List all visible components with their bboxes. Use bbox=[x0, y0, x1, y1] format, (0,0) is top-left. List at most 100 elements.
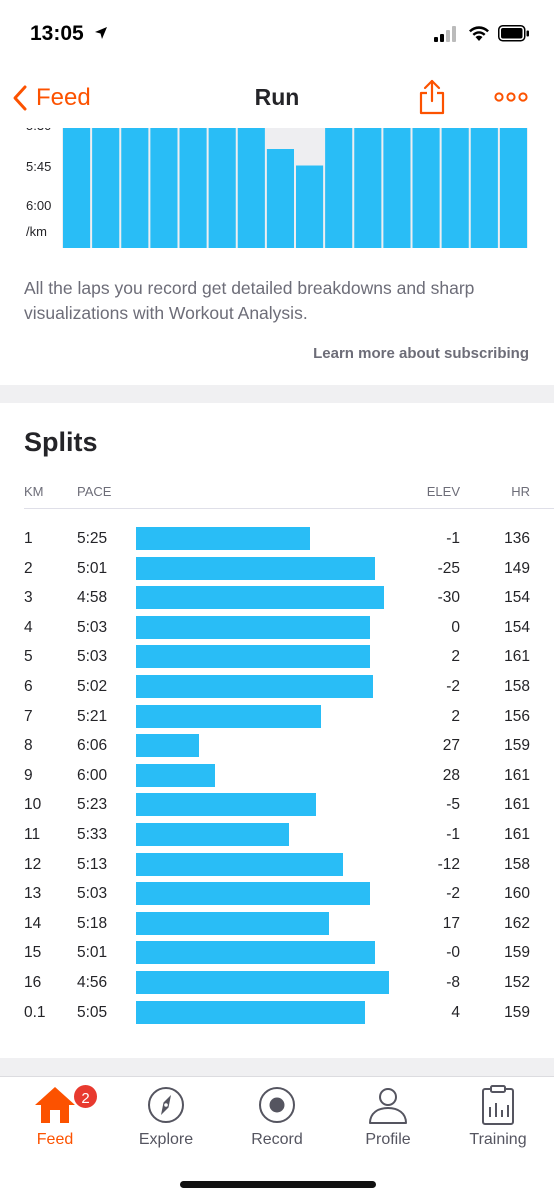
split-row: 4 5:03 0 154 bbox=[0, 613, 554, 643]
section-divider bbox=[0, 1058, 554, 1076]
split-km: 10 bbox=[24, 796, 42, 814]
tab-bar: 2 Feed Explore Record Profile Training bbox=[0, 1076, 554, 1200]
split-elev: -5 bbox=[446, 796, 460, 814]
split-hr: 158 bbox=[504, 677, 530, 695]
chevron-left-icon bbox=[13, 85, 27, 111]
split-km: 12 bbox=[24, 855, 42, 873]
lap-chart-svg: 5:30 5:45 6:00/km bbox=[26, 128, 528, 248]
tab-label: Feed bbox=[36, 1131, 74, 1148]
lap-bar bbox=[325, 128, 353, 248]
split-pace: 5:03 bbox=[77, 885, 108, 903]
lap-bar bbox=[296, 165, 324, 248]
y-tick-label: 5:45 bbox=[26, 159, 51, 174]
lap-bar bbox=[266, 149, 294, 248]
tab-feed[interactable]: 2 Feed bbox=[0, 1077, 110, 1159]
back-button[interactable]: Feed bbox=[12, 80, 91, 116]
lap-bar bbox=[63, 128, 91, 248]
split-hr: 159 bbox=[504, 737, 530, 755]
tab-label: Explore bbox=[138, 1131, 194, 1148]
split-row: 5 5:03 2 161 bbox=[0, 642, 554, 672]
pace-bar bbox=[136, 586, 384, 610]
split-elev: -2 bbox=[446, 885, 460, 903]
split-row: 1 5:25 -1 136 bbox=[0, 524, 554, 554]
status-bar: 13:05 bbox=[0, 0, 554, 70]
split-elev: 17 bbox=[442, 914, 460, 932]
split-row: 7 5:21 2 156 bbox=[0, 702, 554, 732]
split-km: 13 bbox=[24, 885, 42, 903]
split-elev: 0 bbox=[451, 618, 460, 636]
split-km: 9 bbox=[24, 766, 33, 784]
split-pace: 4:56 bbox=[77, 973, 108, 991]
tab-training[interactable]: Training bbox=[443, 1077, 553, 1159]
location-arrow-icon bbox=[95, 27, 107, 39]
pace-bar bbox=[136, 704, 322, 728]
lap-chart: 5:30 5:45 6:00/km bbox=[0, 128, 554, 260]
lap-bar bbox=[121, 128, 149, 248]
splits-header-divider bbox=[24, 508, 554, 509]
pace-bar bbox=[136, 911, 330, 935]
split-elev: -25 bbox=[437, 559, 460, 577]
split-km: 4 bbox=[24, 618, 33, 636]
split-hr: 156 bbox=[504, 707, 530, 725]
lap-bar bbox=[412, 128, 440, 248]
split-row: 12 5:13 -12 158 bbox=[0, 850, 554, 880]
split-row: 15 5:01 -0 159 bbox=[0, 938, 554, 968]
lap-bar bbox=[499, 128, 527, 248]
split-elev: -1 bbox=[446, 825, 460, 843]
tab-profile[interactable]: Profile bbox=[333, 1077, 443, 1159]
split-row: 10 5:23 -5 161 bbox=[0, 790, 554, 820]
tab-explore[interactable]: Explore bbox=[111, 1077, 221, 1159]
split-hr: 152 bbox=[504, 973, 530, 991]
split-hr: 136 bbox=[504, 530, 530, 547]
split-pace: 5:33 bbox=[77, 825, 108, 843]
header-elev: ELEV bbox=[426, 484, 460, 499]
compass-icon bbox=[148, 1087, 184, 1123]
tab-label: Training bbox=[469, 1131, 527, 1148]
split-pace: 5:01 bbox=[77, 559, 108, 577]
split-km: 15 bbox=[24, 944, 42, 962]
split-pace: 5:13 bbox=[77, 855, 108, 873]
lap-bar bbox=[92, 128, 120, 248]
profile-icon bbox=[369, 1088, 407, 1124]
split-pace: 4:58 bbox=[77, 589, 108, 607]
more-button[interactable] bbox=[494, 90, 528, 108]
split-km: 8 bbox=[24, 737, 33, 755]
split-hr: 160 bbox=[504, 885, 530, 903]
split-km: 0.1 bbox=[24, 1003, 46, 1021]
split-elev: -0 bbox=[446, 944, 460, 962]
split-elev: 4 bbox=[451, 1003, 460, 1021]
split-elev: -1 bbox=[446, 530, 460, 547]
pace-bar bbox=[136, 941, 376, 965]
share-button[interactable] bbox=[418, 78, 446, 121]
pace-bar bbox=[136, 527, 311, 550]
splits-title: Splits bbox=[24, 427, 98, 457]
pace-bar bbox=[136, 763, 216, 787]
split-km: 14 bbox=[24, 914, 42, 932]
split-row: 2 5:01 -25 149 bbox=[0, 554, 554, 584]
split-hr: 159 bbox=[504, 944, 530, 962]
learn-more-link[interactable]: Learn more about subscribing bbox=[313, 345, 529, 362]
split-pace: 5:18 bbox=[77, 914, 108, 932]
pace-bar bbox=[136, 1000, 365, 1024]
split-pace: 6:06 bbox=[77, 737, 108, 755]
record-icon bbox=[259, 1087, 295, 1123]
lap-bar bbox=[208, 128, 236, 248]
pace-bar bbox=[136, 970, 389, 994]
split-row: 3 4:58 -30 154 bbox=[0, 583, 554, 613]
split-pace: 6:00 bbox=[77, 766, 108, 784]
header-pace: PACE bbox=[77, 484, 112, 499]
split-km: 11 bbox=[24, 825, 41, 843]
back-label: Feed bbox=[36, 84, 91, 111]
wifi-icon bbox=[469, 26, 489, 41]
pace-bar bbox=[136, 822, 289, 846]
split-elev: -2 bbox=[446, 677, 460, 695]
split-elev: 28 bbox=[442, 766, 460, 784]
lap-bar bbox=[383, 128, 411, 248]
tab-record[interactable]: Record bbox=[222, 1077, 332, 1159]
share-icon bbox=[419, 79, 445, 115]
lap-bar bbox=[470, 128, 498, 248]
splits-header: KM PACE ELEV HR bbox=[0, 481, 554, 509]
split-pace: 5:23 bbox=[77, 796, 108, 814]
split-km: 5 bbox=[24, 648, 33, 666]
split-km: 1 bbox=[24, 530, 33, 547]
